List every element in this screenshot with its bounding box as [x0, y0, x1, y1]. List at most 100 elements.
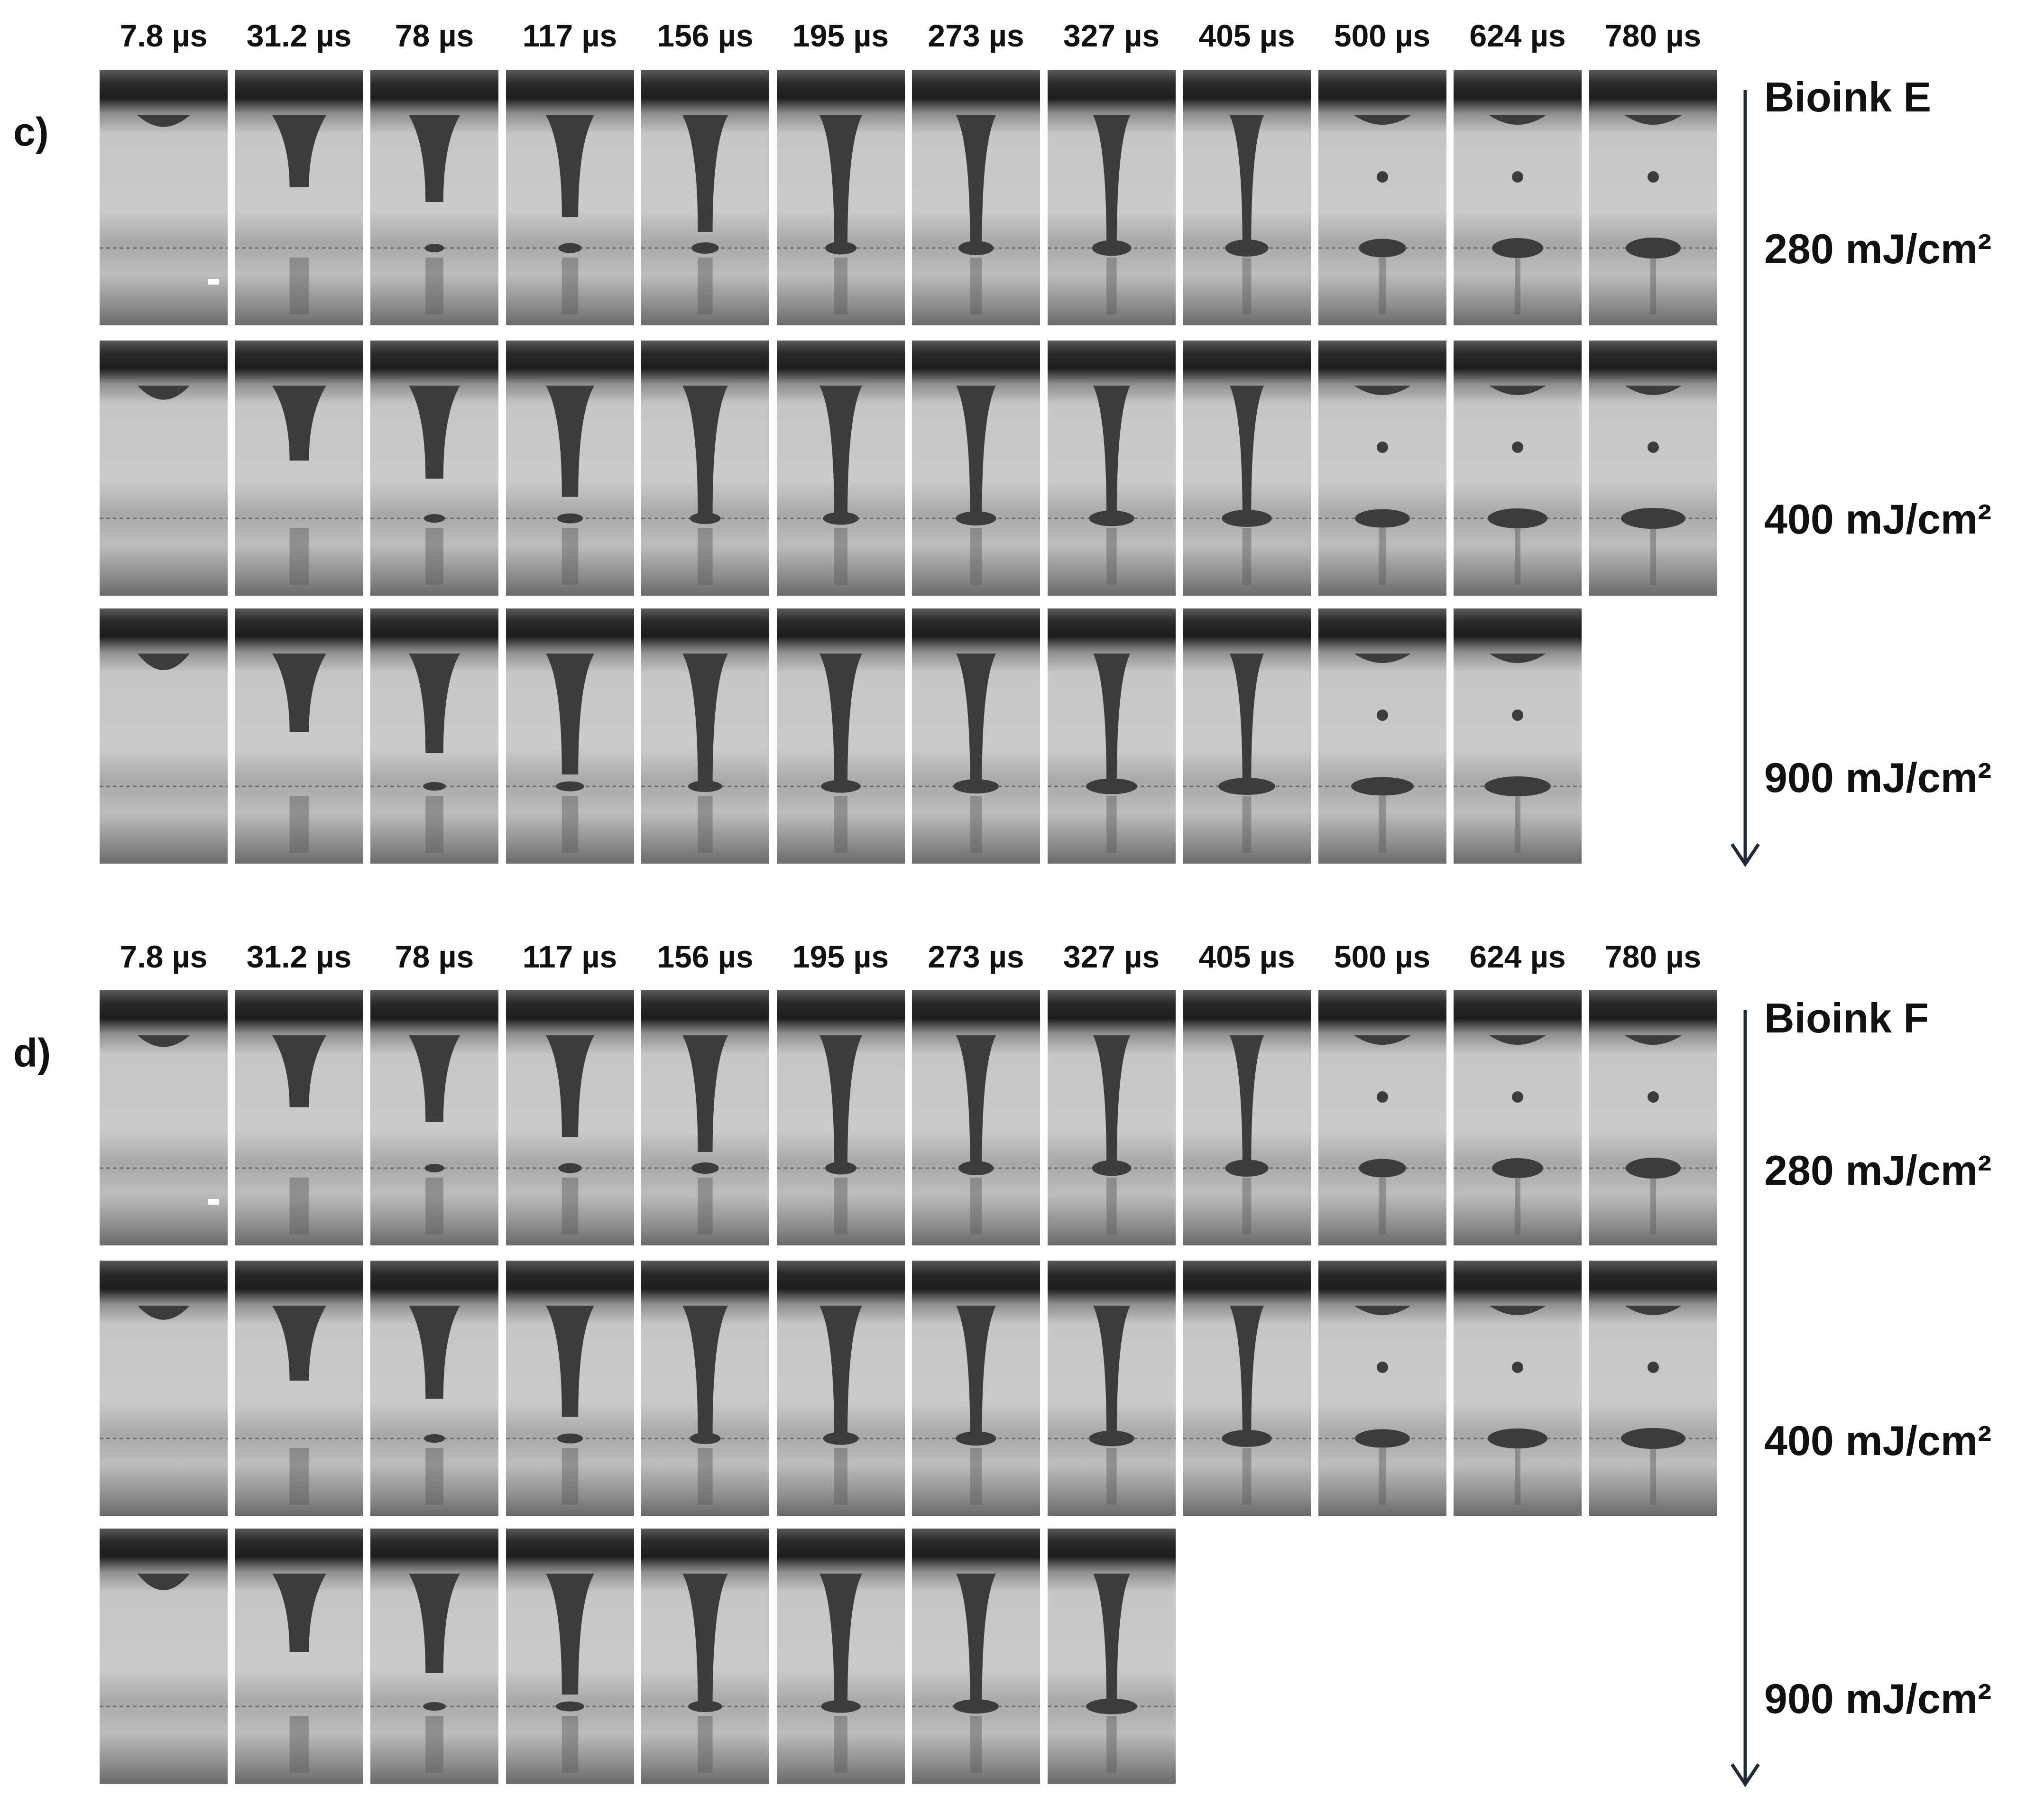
- time-label: 624 µs: [1469, 939, 1566, 974]
- fluence-axis-arrow: [1731, 1010, 1760, 1788]
- frame-image: [1183, 990, 1311, 1245]
- video-frame: [912, 608, 1040, 864]
- time-label: 78 µs: [395, 18, 474, 53]
- frame-image: [100, 70, 228, 325]
- frame-image: [370, 608, 498, 864]
- video-frame: [1589, 70, 1717, 325]
- video-frame: [776, 608, 905, 864]
- video-frame: [235, 70, 363, 325]
- video-frame: [641, 70, 769, 325]
- video-frame: [912, 1529, 1040, 1784]
- video-frame: [1454, 608, 1582, 864]
- video-frame: [912, 70, 1040, 325]
- frame-image: [1589, 1261, 1717, 1516]
- video-frame: [1454, 341, 1582, 596]
- frame-image: [641, 608, 769, 864]
- video-frame: [912, 990, 1040, 1245]
- video-frame: [100, 608, 228, 864]
- time-label: 195 µs: [792, 18, 889, 53]
- frame-image: [506, 341, 634, 596]
- frame-image: [235, 1529, 363, 1784]
- video-frame: [370, 1529, 498, 1784]
- frame-image: [1183, 608, 1311, 864]
- frame-image: [1047, 1529, 1176, 1784]
- video-frame: [506, 341, 634, 596]
- frame-image: [912, 70, 1040, 325]
- frame-image: [1047, 608, 1176, 864]
- frame-image: [641, 990, 769, 1245]
- video-frame: [1183, 608, 1311, 864]
- time-label: 780 µs: [1604, 18, 1702, 53]
- frame-image: [912, 990, 1040, 1245]
- video-frame: [1454, 1261, 1582, 1516]
- video-frame: [235, 1529, 363, 1784]
- time-label: 273 µs: [928, 18, 1024, 53]
- frame-image: [776, 990, 905, 1245]
- time-label: 156 µs: [657, 18, 754, 53]
- frame-image: [1454, 341, 1582, 596]
- video-frame: [1454, 70, 1582, 325]
- video-frame: [370, 341, 498, 596]
- frame-image: [506, 1261, 634, 1516]
- scale-bar: [208, 279, 219, 285]
- bioink-label: Bioink F: [1764, 995, 1929, 1041]
- frame-image: [1047, 70, 1176, 325]
- frame-image: [100, 990, 228, 1245]
- frame-image: [1454, 608, 1582, 864]
- frame-image: [1183, 341, 1311, 596]
- time-label: 156 µs: [657, 939, 754, 974]
- panel-letter: d): [13, 1031, 51, 1075]
- frame-image: [776, 70, 905, 325]
- video-frame: [506, 1529, 634, 1784]
- frame-image: [641, 70, 769, 325]
- frame-image: [641, 341, 769, 596]
- frame-image: [370, 990, 498, 1245]
- time-label: 31.2 µs: [246, 939, 352, 974]
- fluence-label-900: 900 mJ/cm²: [1764, 1675, 1992, 1722]
- video-frame: [912, 341, 1040, 596]
- frame-image: [912, 1261, 1040, 1516]
- bioink-label: Bioink E: [1764, 74, 1932, 120]
- video-frame: [1047, 1261, 1176, 1516]
- video-frame: [1318, 990, 1446, 1245]
- frame-image: [776, 1529, 905, 1784]
- video-frame: [1589, 1261, 1717, 1516]
- video-frame: [1047, 70, 1176, 325]
- frame-image: [100, 1529, 228, 1784]
- frame-image: [100, 1261, 228, 1516]
- video-frame: [370, 70, 498, 325]
- video-frame: [1318, 608, 1446, 864]
- frame-image: [1047, 990, 1176, 1245]
- frame-image: [1183, 70, 1311, 325]
- video-frame: [912, 1261, 1040, 1516]
- video-frame: [235, 341, 363, 596]
- time-label: 273 µs: [928, 939, 1024, 974]
- video-frame: [100, 1261, 228, 1516]
- video-frame: [370, 990, 498, 1245]
- frame-image: [912, 608, 1040, 864]
- video-frame: [100, 990, 228, 1245]
- video-frame: [1047, 608, 1176, 864]
- time-label: 117 µs: [522, 18, 617, 53]
- frame-image: [370, 341, 498, 596]
- frame-image: [776, 608, 905, 864]
- time-label: 327 µs: [1063, 939, 1160, 974]
- frame-image: [506, 1529, 634, 1784]
- video-frame: [641, 608, 769, 864]
- video-frame: [776, 341, 905, 596]
- frame-image: [1589, 70, 1717, 325]
- frame-image: [100, 341, 228, 596]
- frame-image: [912, 341, 1040, 596]
- fluence-axis-arrow: [1731, 90, 1760, 867]
- frame-image: [370, 1529, 498, 1784]
- video-frame: [641, 1261, 769, 1516]
- frame-image: [1318, 70, 1446, 325]
- video-frame: [235, 1261, 363, 1516]
- time-label: 31.2 µs: [246, 18, 352, 53]
- frame-image: [235, 990, 363, 1245]
- fluence-label-280: 280 mJ/cm²: [1764, 1147, 1992, 1194]
- frame-image: [1318, 608, 1446, 864]
- video-frame: [1318, 341, 1446, 596]
- frame-image: [776, 1261, 905, 1516]
